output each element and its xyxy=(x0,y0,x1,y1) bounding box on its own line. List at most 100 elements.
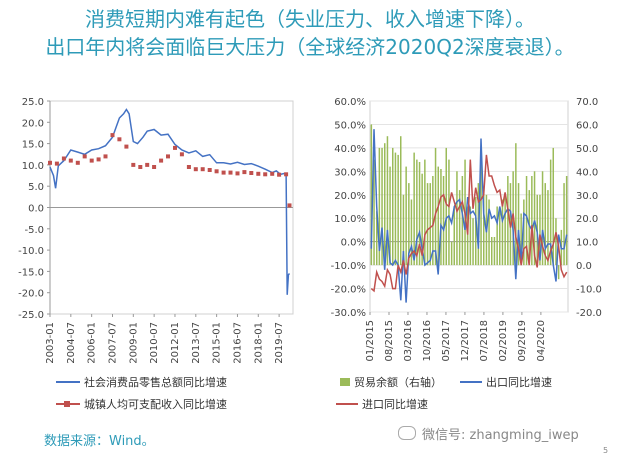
chart1-y-tick-label: -10.0 xyxy=(18,246,44,257)
chart2-left-tick-label: 50.0% xyxy=(334,120,366,131)
chart2-trade-balance-bar xyxy=(405,166,407,266)
chart2-trade-balance-bar xyxy=(483,190,485,266)
chart1-x-tick-label: 2018-01 xyxy=(253,322,264,364)
chart2-left-tick-label: -10.0% xyxy=(331,261,366,272)
chart2-right-tick-label: 10.0 xyxy=(576,238,598,249)
chart1-income-point xyxy=(270,171,275,176)
chart2-left-tick-label: 30.0% xyxy=(334,167,366,178)
chart2-trade-balance-bar xyxy=(394,152,397,266)
chart2-left-tick-label: 10.0% xyxy=(334,214,366,225)
chart1-income-point xyxy=(277,172,282,177)
chart1-income-point xyxy=(117,137,122,142)
chart2-trade-balance-bar xyxy=(496,206,498,266)
chart1-y-tick-label: 10.0 xyxy=(22,161,44,172)
watermark-text: 微信号: zhangming_iwep xyxy=(422,428,579,443)
chart1-income-point xyxy=(173,145,177,150)
chart2-left-tick-label: 20.0% xyxy=(334,191,366,202)
chart2-trade-balance-bar xyxy=(504,194,506,266)
chart2-trade-balance-bar xyxy=(528,190,530,266)
chart2-x-tick-label: 02/2019 xyxy=(498,320,509,362)
chart2-left-tick-label: 40.0% xyxy=(334,144,366,155)
chart2-right-tick-label: 40.0 xyxy=(576,167,598,178)
chart1-y-tick-label: -20.0 xyxy=(18,289,44,300)
chart2-trade-balance-bar xyxy=(466,206,469,266)
chart1-income-point xyxy=(103,154,108,159)
chart2-trade-balance-bar xyxy=(389,166,391,266)
chart2-trade-balance-bar xyxy=(426,183,429,266)
chart2-trade-balance-bar xyxy=(461,176,464,266)
chart1-income-point xyxy=(242,170,247,175)
chart1-income-point xyxy=(228,170,233,175)
chart1-legend-marker-income xyxy=(64,401,70,407)
chart1-income-point xyxy=(166,154,170,159)
chart1-income-point xyxy=(61,156,66,161)
chart1-y-tick-label: -5.0 xyxy=(24,225,44,236)
chart1-income-point xyxy=(235,171,240,176)
chart2-trade-balance-bar xyxy=(544,183,546,266)
chart2-legend-swatch-trade xyxy=(340,378,350,386)
chart2-trade-balance-bar xyxy=(442,176,445,266)
chart1-income-point xyxy=(179,152,184,157)
chart2-trade-balance-bar xyxy=(421,173,423,266)
chart2-left-tick-label: 60.0% xyxy=(334,97,366,108)
chart2-trade-balance-bar xyxy=(432,176,434,266)
chart2-trade-balance-bar xyxy=(523,199,525,266)
wechat-icon xyxy=(398,426,416,440)
chart1-income-point xyxy=(186,165,191,169)
chart1-income-point xyxy=(96,157,101,162)
chart2-trade-balance-bar xyxy=(501,199,504,266)
chart2-legend-label-export: 出口同比增速 xyxy=(486,375,552,389)
chart2-trade-balance-bar xyxy=(370,124,373,266)
chart2-right-tick-label: 60.0 xyxy=(576,120,598,131)
chart1-income-point xyxy=(152,165,157,169)
chart2-right-tick-label: 30.0 xyxy=(576,191,598,202)
chart2-trade-balance-bar xyxy=(402,194,405,266)
chart2-trade-balance-bar xyxy=(456,171,458,266)
chart2-trade-balance-bar xyxy=(445,147,447,266)
chart1-y-tick-label: 25.0 xyxy=(22,97,44,108)
chart2-trade-balance-bar xyxy=(413,152,415,266)
chart1-y-tick-label: 20.0 xyxy=(22,118,44,129)
chart2-trade-balance-bar xyxy=(541,171,544,266)
chart2-trade-balance-bar xyxy=(520,213,522,266)
chart2-trade-balance-bar xyxy=(418,162,421,266)
chart2-trade-balance-bar xyxy=(557,265,560,280)
chart1-y-tick-label: 5.0 xyxy=(28,182,44,193)
watermark: 微信号: zhangming_iwep xyxy=(398,424,579,443)
chart2-trade-balance-bar xyxy=(499,206,501,266)
data-source-note: 数据来源：Wind。 xyxy=(44,434,155,449)
chart2-trade-balance-bar xyxy=(493,237,496,266)
chart2-trade-balance-bar xyxy=(517,183,520,266)
chart1-income-point xyxy=(145,162,150,167)
chart1-x-tick-label: 2016-07 xyxy=(232,322,243,364)
chart2-x-tick-label: 07/2018 xyxy=(479,320,490,362)
chart1-x-tick-label: 2015-01 xyxy=(212,322,223,364)
chart2-trade-balance-bar xyxy=(373,159,375,266)
chart2-trade-balance-bar xyxy=(410,199,413,266)
chart2-trade-balance-bar xyxy=(453,206,455,266)
chart2-trade-balance-bar xyxy=(424,159,426,266)
chart2-trade-balance-bar xyxy=(531,176,533,266)
chart1-income-point xyxy=(263,172,268,177)
chart1-x-tick-label: 2019-07 xyxy=(274,322,285,364)
chart1-income-point xyxy=(284,172,289,177)
chart1-y-tick-label: -25.0 xyxy=(18,310,44,321)
chart2-trade-balance-bar xyxy=(416,159,418,266)
chart2-x-tick-label: 10/2016 xyxy=(422,320,433,362)
chart1-legend-label-retail: 社会消费品零售总额同比增速 xyxy=(84,375,227,389)
chart2-right-tick-label: -20.0 xyxy=(576,308,602,319)
chart2-trade-balance-bar xyxy=(458,190,461,266)
chart2-trade-balance-bar xyxy=(434,147,437,266)
chart2-trade-balance-bar xyxy=(440,169,442,266)
chart1-legend-label-income: 城镇人均可支配收入同比增速 xyxy=(84,397,227,411)
chart2-x-tick-label: 04/2020 xyxy=(536,320,547,362)
chart2-trade-balance-bar xyxy=(563,183,565,266)
chart2-trade-balance-bar xyxy=(565,176,568,266)
chart1-income-point xyxy=(221,170,226,175)
chart1-x-tick-label: 2007-07 xyxy=(107,322,118,364)
chart2-trade-balance-bar xyxy=(384,143,386,266)
chart2-trade-balance-bar xyxy=(533,171,536,266)
chart1-income-point xyxy=(256,171,261,176)
chart1-income-point xyxy=(249,171,254,175)
